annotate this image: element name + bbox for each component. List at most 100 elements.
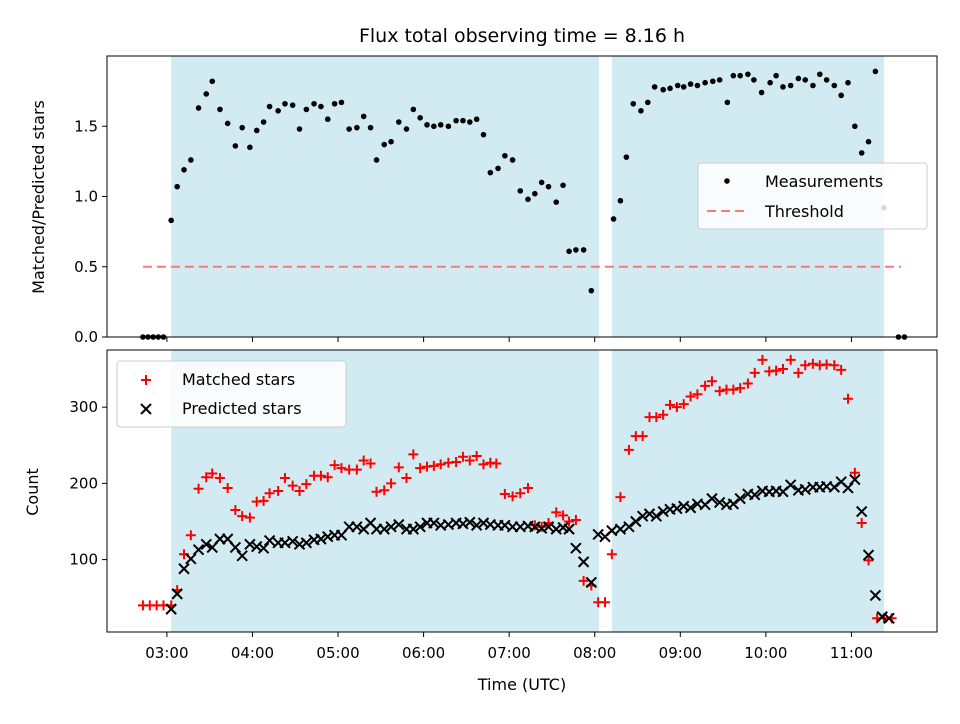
x-tick-label: 03:00: [145, 644, 188, 662]
data-point: [592, 528, 604, 541]
data-point: [615, 492, 626, 503]
data-point: [467, 119, 473, 125]
series-predicted-stars: [165, 473, 895, 624]
data-point: [300, 537, 313, 549]
data-point: [445, 123, 452, 130]
legend-box: [697, 162, 928, 230]
data-point: [737, 72, 743, 79]
series-measurements: [140, 68, 908, 340]
data-point: [849, 467, 860, 478]
data-point: [538, 179, 545, 186]
data-point: [623, 154, 630, 160]
data-point: [247, 144, 253, 151]
x-tick-label: 10:00: [744, 644, 787, 662]
x-tick-label: 08:00: [573, 644, 616, 662]
data-point: [858, 150, 865, 156]
data-point: [553, 199, 560, 205]
data-point: [849, 473, 861, 486]
y-tick-label: 0.5: [74, 258, 98, 276]
data-point: [209, 78, 216, 85]
data-point: [751, 77, 757, 83]
data-point: [174, 183, 180, 190]
data-point: [564, 516, 575, 527]
data-point: [473, 116, 480, 123]
legend-marker-measurements: [724, 178, 730, 184]
data-point: [393, 518, 405, 531]
data-point: [279, 473, 290, 484]
data-point: [318, 103, 324, 110]
data-point: [724, 99, 731, 106]
data-point: [502, 152, 508, 159]
data-point: [407, 523, 420, 535]
plot-frame: [106, 349, 938, 633]
data-point: [831, 82, 838, 89]
data-point: [795, 75, 802, 82]
data-point: [329, 460, 340, 471]
data-point: [200, 538, 212, 551]
data-point: [694, 82, 701, 89]
data-point: [863, 555, 874, 566]
data-point: [379, 485, 390, 496]
data-point: [671, 402, 682, 413]
data-point: [471, 450, 482, 461]
data-point: [207, 468, 218, 479]
data-point: [192, 543, 205, 556]
data-point: [742, 378, 753, 389]
data-point: [360, 113, 367, 120]
data-point: [393, 462, 404, 473]
data-point: [336, 463, 347, 474]
data-point: [311, 100, 317, 107]
data-point: [431, 123, 437, 130]
data-point: [651, 84, 658, 90]
data-point: [230, 505, 241, 516]
data-point: [551, 507, 562, 518]
data-point: [637, 431, 648, 442]
data-point: [855, 505, 868, 518]
data-point: [630, 515, 642, 528]
data-point: [745, 71, 751, 78]
data-point: [716, 77, 723, 83]
data-point: [367, 124, 374, 131]
data-point: [828, 481, 841, 493]
data-point: [680, 84, 687, 90]
data-point: [671, 502, 683, 515]
data-point: [758, 89, 765, 96]
data-point: [614, 523, 627, 535]
data-point: [507, 491, 518, 502]
data-point: [258, 495, 269, 506]
data-point: [777, 364, 788, 375]
data-point: [735, 383, 746, 394]
data-point: [734, 492, 746, 505]
data-point: [727, 498, 740, 510]
data-point: [657, 505, 669, 518]
top-y-axis-label: Matched/Predicted stars: [29, 100, 48, 294]
y-tick-label: 1.0: [74, 188, 98, 206]
data-point: [331, 100, 338, 107]
data-point: [658, 409, 669, 420]
data-point: [638, 107, 644, 114]
data-point: [606, 524, 618, 537]
data-point: [224, 120, 231, 127]
x-tick-label: 07:00: [488, 644, 531, 662]
data-point: [229, 541, 242, 554]
legend-label-predicted: Predicted stars: [182, 399, 302, 418]
data-point: [771, 365, 782, 376]
data-point: [525, 196, 531, 203]
data-point: [188, 157, 194, 163]
observing-window-1: [611, 350, 884, 632]
data-point: [401, 473, 412, 484]
data-point: [836, 364, 847, 375]
data-point: [706, 492, 718, 505]
data-point: [710, 78, 716, 85]
data-point: [869, 589, 882, 602]
data-point: [168, 217, 174, 224]
data-point: [388, 138, 394, 145]
data-point: [381, 141, 388, 148]
data-point: [351, 464, 362, 475]
data-point: [373, 157, 380, 163]
data-point: [478, 459, 489, 470]
data-point: [263, 534, 276, 547]
data-point: [260, 119, 267, 125]
data-point: [214, 473, 225, 484]
